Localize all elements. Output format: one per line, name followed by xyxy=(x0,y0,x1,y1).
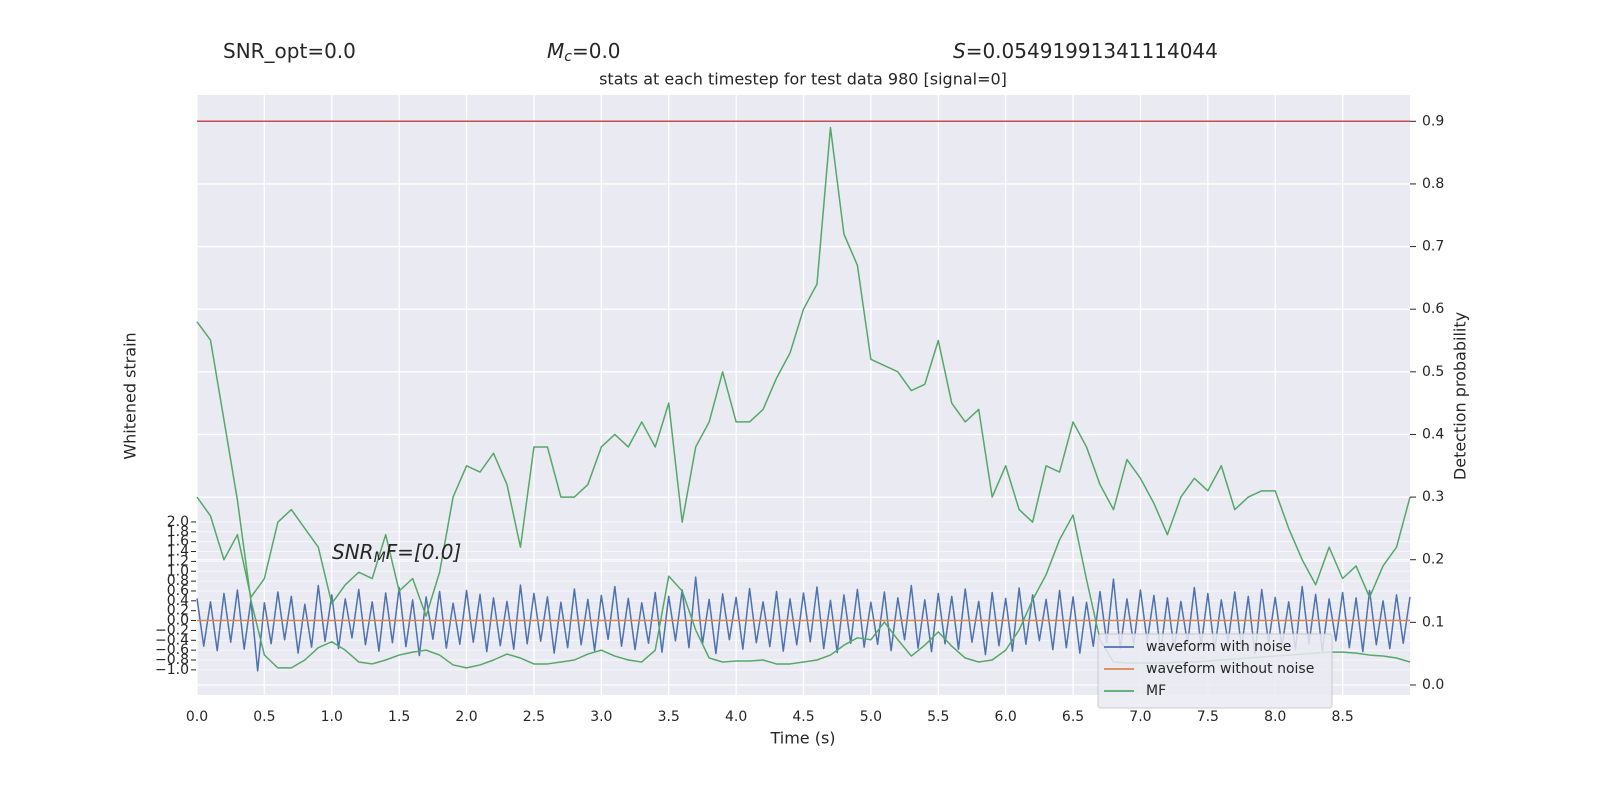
x-tick-label: 7.5 xyxy=(1197,709,1219,725)
x-tick-label: 5.5 xyxy=(927,709,949,725)
annotation-part: SNR xyxy=(332,540,374,564)
y2-tick-label: 0.5 xyxy=(1422,364,1444,380)
legend-label: waveform with noise xyxy=(1146,639,1291,655)
x-tick-label: 3.0 xyxy=(590,709,612,725)
x-tick-label: 3.5 xyxy=(658,709,680,725)
y-tick-label: 0.0 xyxy=(167,613,189,629)
series-line xyxy=(196,576,1411,672)
x-tick-label: 2.0 xyxy=(455,709,477,725)
y-tick-label: −0.6 xyxy=(155,642,189,658)
x-tick-label: 8.5 xyxy=(1331,709,1353,725)
x-tick-label: 4.5 xyxy=(792,709,814,725)
y-tick-label: 1.8 xyxy=(167,524,189,540)
y2-tick-label: 0.3 xyxy=(1422,489,1444,505)
y2-tick-label: 0.9 xyxy=(1422,113,1444,129)
annotation-part: F=[0.0] xyxy=(386,540,462,564)
y-tick-label: 1.4 xyxy=(167,544,189,560)
y2-tick-label: 0.4 xyxy=(1422,426,1444,442)
y-tick-label: 0.2 xyxy=(167,603,189,619)
legend: waveform with noise waveform without nois… xyxy=(1097,633,1333,709)
legend-box xyxy=(1097,633,1333,709)
y2-tick-label: 0.8 xyxy=(1422,176,1444,192)
annotation: S=0.05491991341114044 xyxy=(953,39,1218,63)
x-tick-label: 1.5 xyxy=(388,709,410,725)
annotation-part: M xyxy=(374,550,386,566)
x-axis-label: Time (s) xyxy=(769,729,835,748)
y-tick-label: 2.0 xyxy=(167,514,189,530)
annotation: SNRMF=[0.0] xyxy=(332,540,461,567)
y2-tick-label: 0.1 xyxy=(1422,614,1444,630)
x-tick-label: 0.0 xyxy=(186,709,208,725)
chart-title: stats at each timestep for test data 980… xyxy=(599,70,1007,89)
y-tick-label: −0.2 xyxy=(155,622,189,638)
y2-axis-label: Detection probability xyxy=(1451,312,1470,480)
annotation-part: SNR_opt=0.0 xyxy=(223,39,356,63)
x-tick-label: 0.5 xyxy=(253,709,275,725)
y-tick-label: 0.6 xyxy=(167,583,189,599)
y-tick-label: 0.8 xyxy=(167,573,189,589)
y-tick-label: 1.6 xyxy=(167,534,189,550)
annotation-part: S xyxy=(953,39,966,63)
y-tick-label: 1.2 xyxy=(167,553,189,569)
x-tick-label: 1.0 xyxy=(321,709,343,725)
y-tick-label: 1.0 xyxy=(167,563,189,579)
y2-tick-label: 0.6 xyxy=(1422,301,1444,317)
x-tick-label: 6.0 xyxy=(995,709,1017,725)
x-tick-label: 8.0 xyxy=(1264,709,1286,725)
x-tick-label: 6.5 xyxy=(1062,709,1084,725)
annotation-part: c xyxy=(564,49,572,65)
y2-tick-label: 0.2 xyxy=(1422,552,1444,568)
y-tick-label: 0.4 xyxy=(167,593,189,609)
secondary-lines xyxy=(196,120,1411,617)
y-axis-label: Whitened strain xyxy=(121,332,140,459)
annotation-part: =0.05491991341114044 xyxy=(966,39,1218,63)
labels: stats at each timestep for test data 980… xyxy=(121,39,1470,748)
y-tick-label: −1.0 xyxy=(155,662,189,678)
x-tick-label: 5.0 xyxy=(860,709,882,725)
legend-label: MF xyxy=(1146,683,1166,699)
y-tick-label: −0.4 xyxy=(155,632,189,648)
y-tick-label: −0.8 xyxy=(155,652,189,668)
annotation: Mc=0.0 xyxy=(547,39,621,66)
annotation-part: =0.0 xyxy=(572,39,621,63)
y2-tick-label: 0.0 xyxy=(1422,677,1444,693)
x-tick-label: 2.5 xyxy=(523,709,545,725)
x-tick-label: 4.0 xyxy=(725,709,747,725)
y2-tick-label: 0.7 xyxy=(1422,239,1444,255)
annotation: SNR_opt=0.0 xyxy=(223,39,356,63)
legend-label: waveform without noise xyxy=(1146,661,1314,677)
series-line xyxy=(196,126,1411,617)
annotation-part: M xyxy=(547,39,564,63)
x-tick-label: 7.0 xyxy=(1129,709,1151,725)
